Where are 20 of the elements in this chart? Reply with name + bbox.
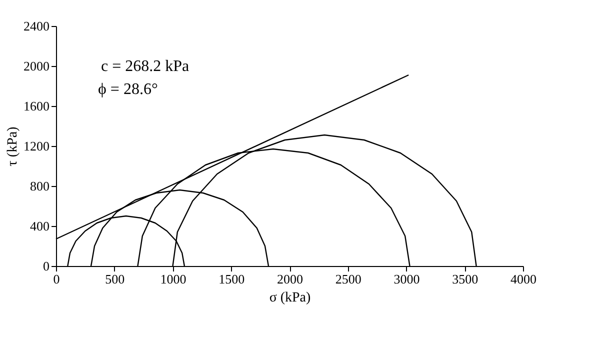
x-tick-label: 3500 [452, 272, 478, 286]
annotation: ϕ = 28.6° [98, 81, 158, 98]
y-tick-label: 800 [30, 178, 50, 194]
x-tick-label: 3000 [394, 272, 420, 286]
x-tick-label: 4000 [510, 272, 536, 286]
x-tick-label: 1500 [218, 272, 245, 286]
x-tick-label: 0 [53, 272, 60, 286]
x-tick-label: 2000 [277, 272, 303, 286]
y-tick-label: 2000 [24, 58, 50, 74]
y-tick-label: 1200 [24, 138, 50, 154]
y-tick-label: 1600 [24, 98, 50, 114]
y-tick-label: 400 [30, 218, 50, 234]
annotation: c = 268.2 kPa [101, 58, 190, 75]
y-tick-label: 0 [43, 258, 50, 274]
x-axis-title: σ (kPa) [269, 290, 312, 306]
y-axis-title: τ (kPa) [6, 126, 20, 166]
x-tick-label: 500 [105, 272, 125, 286]
y-tick-label: 2400 [24, 18, 50, 34]
x-tick-label: 1000 [160, 272, 186, 286]
x-tick-label: 2500 [335, 272, 362, 286]
